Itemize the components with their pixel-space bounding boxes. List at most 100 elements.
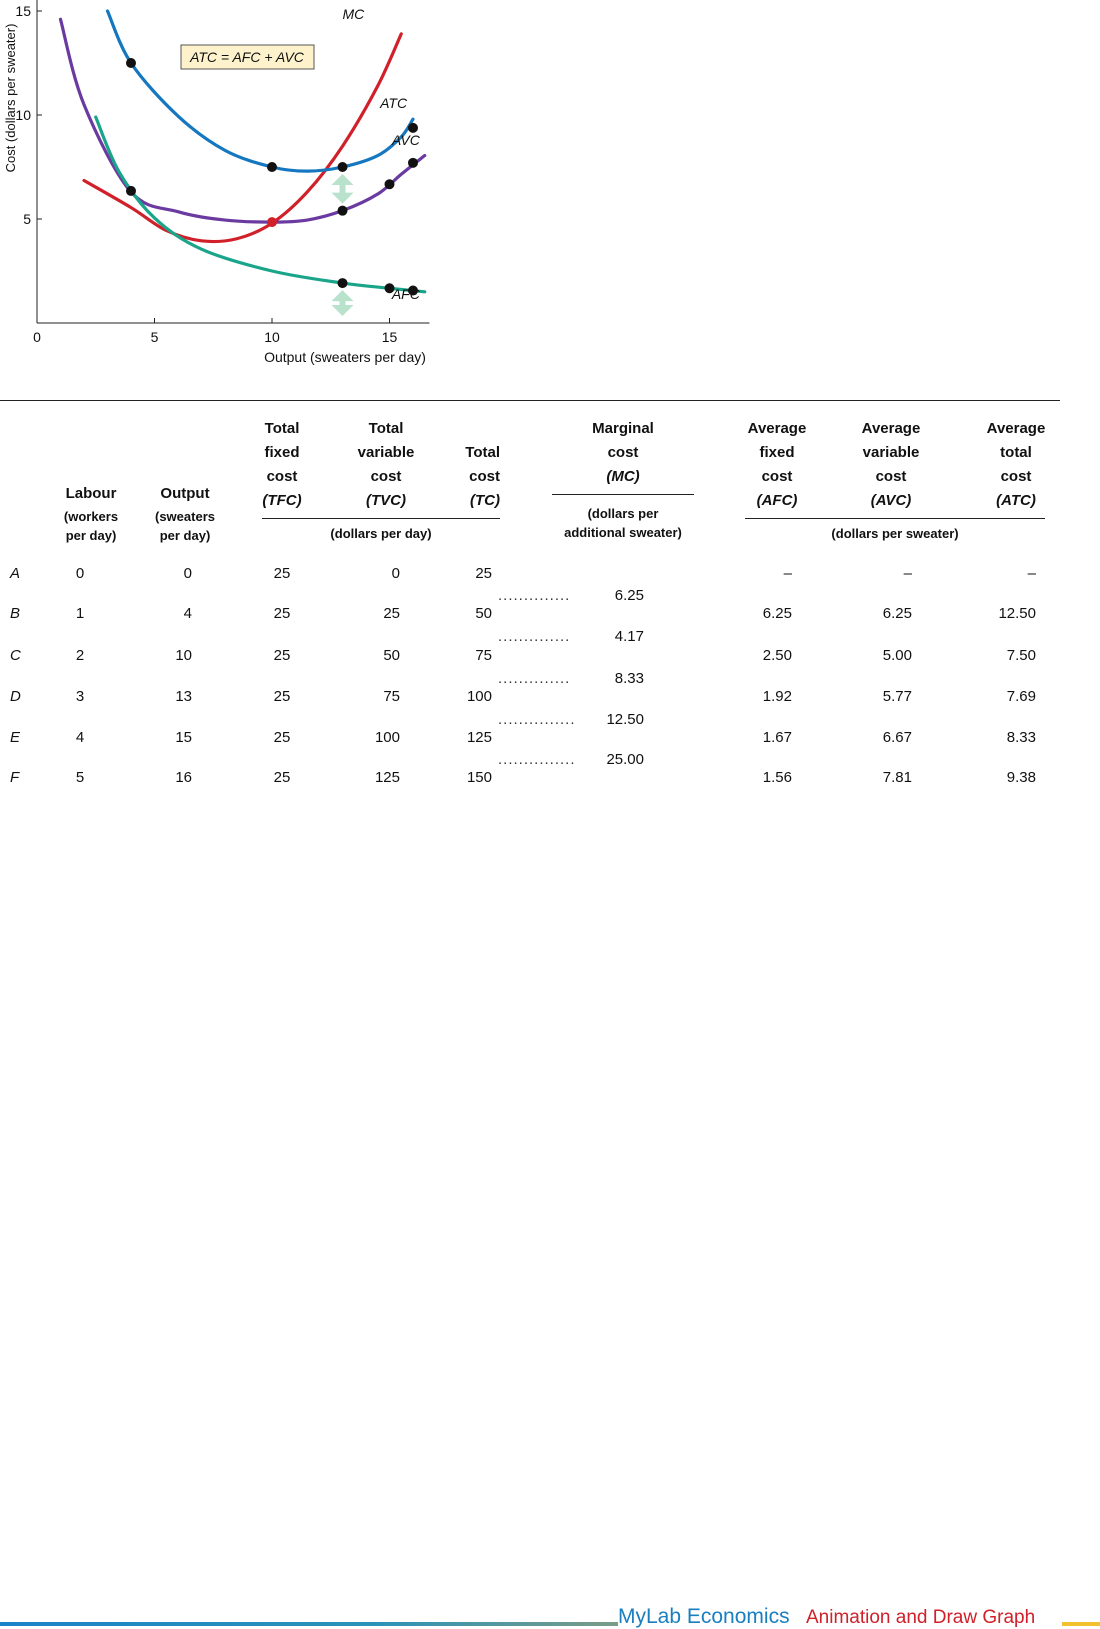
cell-tc: 25 bbox=[475, 565, 492, 582]
cell-avc: 5.77 bbox=[882, 688, 912, 705]
marginal-cost-value: 25.00 bbox=[606, 751, 644, 768]
difference-arrow-shaft bbox=[339, 298, 346, 308]
x-axis-label: Output (sweaters per day) bbox=[264, 349, 426, 365]
formula-label: ATC = AFC + AVC bbox=[189, 49, 305, 65]
leader-dots: .............. bbox=[498, 628, 571, 645]
header-mc: Marginal cost (MC) bbox=[592, 420, 654, 485]
marginal-cost-value: 12.50 bbox=[606, 710, 644, 728]
cell-marginal-cost: ............... 25.00 bbox=[498, 751, 644, 769]
cell-tfc: 25 bbox=[273, 729, 291, 746]
curve-avc bbox=[58, 17, 427, 224]
cell-afc: 1.92 bbox=[762, 688, 792, 705]
leader-dots: .............. bbox=[498, 587, 571, 604]
cell-output: 15 bbox=[175, 729, 192, 746]
cell-atc: 8.33 bbox=[1006, 729, 1036, 746]
x-tick-label: 15 bbox=[382, 329, 398, 345]
difference-arrow-head-up bbox=[331, 290, 354, 302]
curve-afc bbox=[94, 115, 427, 294]
cell-marginal-cost: .............. 4.17 bbox=[498, 628, 644, 646]
cell-avc: 6.25 bbox=[882, 605, 912, 622]
cell-label: F bbox=[10, 769, 20, 786]
data-point-atc bbox=[337, 162, 348, 172]
header-mc-sub: (dollars per additional sweater) bbox=[564, 506, 682, 540]
cell-afc: 1.56 bbox=[762, 769, 792, 786]
cell-avc: 7.81 bbox=[882, 769, 912, 786]
cell-atc: 7.50 bbox=[1006, 647, 1036, 664]
difference-arrow-head-down bbox=[331, 192, 354, 204]
y-axis-label: Cost (dollars per sweater) bbox=[3, 24, 18, 173]
footer: MyLab Economics Animation and Draw Graph bbox=[0, 800, 1100, 1628]
data-point-avc bbox=[384, 179, 395, 190]
data-point-avc bbox=[408, 157, 418, 168]
curve-label-atc: ATC bbox=[379, 95, 408, 111]
cell-tvc: 100 bbox=[374, 729, 400, 746]
header-output-sub: (sweaters per day) bbox=[155, 509, 215, 543]
header-output: Output bbox=[160, 485, 210, 502]
cost-curves-chart: Cost (dollars per sweater) Output (sweat… bbox=[3, 0, 430, 365]
group-dollars-per-sweater: (dollars per sweater) bbox=[831, 526, 959, 541]
dollars-per-sweater-rule bbox=[745, 518, 1045, 519]
leader-dots: ............... bbox=[498, 710, 576, 728]
cell-output: 13 bbox=[175, 688, 192, 705]
cell-tfc: 25 bbox=[273, 605, 291, 622]
marginal-cost-value: 4.17 bbox=[614, 628, 644, 645]
data-point-avc bbox=[337, 205, 348, 216]
cell-label: A bbox=[10, 565, 21, 582]
difference-arrow-head-up bbox=[331, 174, 354, 185]
cell-atc: 7.69 bbox=[1006, 688, 1036, 705]
cell-labour: 5 bbox=[75, 769, 85, 786]
cell-tvc: 0 bbox=[391, 565, 400, 582]
data-point-atc bbox=[126, 58, 136, 68]
cell-output: 16 bbox=[175, 769, 192, 786]
leader-dots: ............... bbox=[498, 751, 576, 768]
difference-arrow-shaft bbox=[339, 182, 346, 196]
dollars-per-day-rule bbox=[262, 518, 500, 519]
cell-tvc: 25 bbox=[383, 605, 400, 622]
cell-output: 0 bbox=[183, 565, 192, 582]
marginal-cost-value: 6.25 bbox=[614, 587, 644, 604]
cell-atc: 9.38 bbox=[1006, 769, 1036, 786]
cell-tc: 75 bbox=[475, 647, 492, 664]
y-tick-label: 5 bbox=[23, 211, 31, 227]
x-tick-label: 0 bbox=[33, 329, 41, 345]
cell-labour: 0 bbox=[75, 565, 85, 582]
cell-label: E bbox=[10, 729, 21, 746]
group-dollars-per-day: (dollars per day) bbox=[330, 526, 432, 541]
curve-label-avc: AVC bbox=[391, 132, 421, 148]
cell-afc: – bbox=[783, 565, 792, 582]
cell-afc: 6.25 bbox=[762, 605, 792, 622]
difference-arrow-head-down bbox=[331, 305, 354, 316]
y-tick-label: 10 bbox=[15, 107, 31, 123]
curve-atc bbox=[105, 9, 415, 173]
brand-label: MyLab Economics bbox=[618, 1605, 790, 1628]
cell-label: C bbox=[10, 647, 21, 664]
cell-tfc: 25 bbox=[273, 769, 291, 786]
cell-avc: 6.67 bbox=[882, 729, 912, 746]
cell-afc: 2.50 bbox=[762, 647, 792, 664]
cell-labour: 1 bbox=[75, 605, 85, 622]
data-point-avc bbox=[126, 185, 136, 196]
header-tvc: Total variable cost (TVC) bbox=[357, 420, 415, 509]
cell-tvc: 75 bbox=[383, 688, 400, 705]
cell-marginal-cost: .............. 6.25 bbox=[498, 587, 644, 605]
cell-afc: 1.67 bbox=[762, 729, 792, 746]
cell-marginal-cost: .............. 8.33 bbox=[498, 670, 644, 688]
footer-accent-bar bbox=[1062, 1622, 1100, 1626]
cell-labour: 4 bbox=[75, 729, 85, 746]
cell-tfc: 25 bbox=[273, 565, 291, 582]
cell-output: 10 bbox=[175, 647, 192, 664]
data-point-afc bbox=[408, 285, 418, 296]
cost-table: Labour (workers per day) Output (sweaters… bbox=[0, 400, 1060, 786]
cell-tc: 50 bbox=[475, 605, 492, 622]
cell-tvc: 50 bbox=[383, 647, 400, 664]
cell-marginal-cost: ............... 12.50 bbox=[498, 711, 644, 729]
header-tc: Total cost (TC) bbox=[465, 444, 500, 509]
formula-box: ATC = AFC + AVC bbox=[180, 44, 315, 70]
header-atc: Average total cost (ATC) bbox=[986, 420, 1046, 509]
curve-label-mc: MC bbox=[343, 6, 366, 22]
data-point-atc bbox=[408, 122, 418, 133]
cell-tvc: 125 bbox=[374, 769, 400, 786]
cell-tc: 125 bbox=[466, 729, 492, 746]
cell-output: 4 bbox=[183, 605, 192, 622]
header-tfc: Total fixed cost (TFC) bbox=[262, 420, 302, 509]
